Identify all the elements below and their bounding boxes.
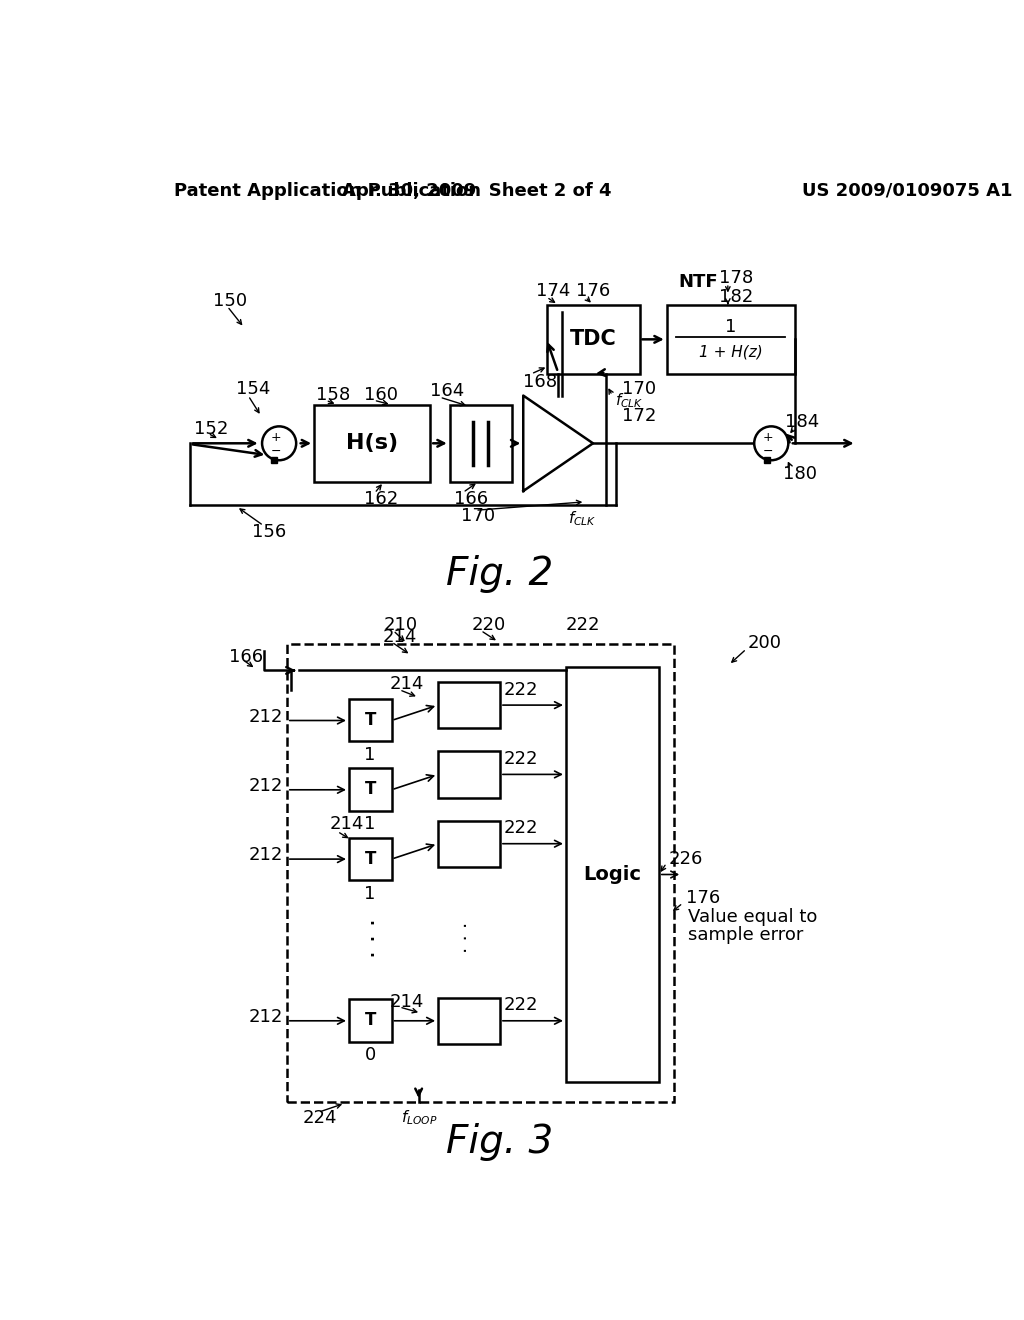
Text: H(s): H(s) xyxy=(346,433,398,453)
Text: 226: 226 xyxy=(669,850,703,869)
Text: 212: 212 xyxy=(248,1008,283,1026)
Text: 222: 222 xyxy=(504,820,539,837)
Text: Value equal to: Value equal to xyxy=(687,908,817,925)
Text: 222: 222 xyxy=(504,750,539,768)
Bar xyxy=(566,667,658,1082)
Text: 150: 150 xyxy=(213,292,248,310)
Text: US 2009/0109075 A1: US 2009/0109075 A1 xyxy=(802,182,1013,199)
Text: 214: 214 xyxy=(390,993,424,1011)
Text: Patent Application Publication: Patent Application Publication xyxy=(174,182,481,199)
Text: 210: 210 xyxy=(384,616,418,634)
Text: 1: 1 xyxy=(725,318,736,337)
Text: +: + xyxy=(270,432,282,445)
Text: 0: 0 xyxy=(365,1047,376,1064)
Text: T: T xyxy=(365,780,376,799)
Text: 1: 1 xyxy=(365,816,376,833)
Polygon shape xyxy=(523,396,593,491)
Bar xyxy=(349,768,391,810)
Bar xyxy=(438,998,500,1044)
Text: 164: 164 xyxy=(430,381,465,400)
Text: Fig. 3: Fig. 3 xyxy=(446,1123,554,1162)
Text: 224: 224 xyxy=(302,1109,337,1127)
Text: 212: 212 xyxy=(248,708,283,726)
Text: −: − xyxy=(270,445,282,458)
Text: 170: 170 xyxy=(461,507,496,524)
Text: 222: 222 xyxy=(504,997,539,1014)
Bar xyxy=(438,821,500,867)
Text: 170: 170 xyxy=(623,380,656,399)
Bar xyxy=(450,405,512,482)
Bar xyxy=(314,405,430,482)
Text: 214: 214 xyxy=(390,676,424,693)
Text: . . .: . . . xyxy=(452,921,471,953)
Text: 162: 162 xyxy=(365,490,398,508)
Bar xyxy=(438,682,500,729)
Text: 222: 222 xyxy=(566,616,600,634)
Text: 220: 220 xyxy=(471,616,506,634)
Text: $f_{CLK}$: $f_{CLK}$ xyxy=(568,510,597,528)
Text: 214: 214 xyxy=(330,816,364,833)
Text: T: T xyxy=(365,1011,376,1030)
Bar xyxy=(667,305,795,374)
Text: 166: 166 xyxy=(454,490,487,508)
Bar xyxy=(349,700,391,742)
Text: +: + xyxy=(763,432,773,445)
Text: 176: 176 xyxy=(575,282,610,300)
Text: . . .: . . . xyxy=(356,917,380,957)
Bar xyxy=(438,751,500,797)
Text: 222: 222 xyxy=(504,681,539,698)
Text: 178: 178 xyxy=(719,269,753,286)
Text: T: T xyxy=(365,711,376,729)
Text: 212: 212 xyxy=(248,846,283,865)
Bar xyxy=(349,999,391,1041)
Text: −: − xyxy=(763,445,773,458)
Text: 214: 214 xyxy=(382,628,417,647)
Text: 212: 212 xyxy=(248,777,283,795)
Text: 176: 176 xyxy=(686,888,720,907)
Text: NTF: NTF xyxy=(678,273,718,290)
Bar xyxy=(349,838,391,880)
Text: 156: 156 xyxy=(252,523,287,541)
Bar xyxy=(547,305,640,374)
Text: 1: 1 xyxy=(365,884,376,903)
Bar xyxy=(287,644,675,1102)
Text: 168: 168 xyxy=(523,372,557,391)
Text: Logic: Logic xyxy=(584,865,641,884)
Text: 152: 152 xyxy=(194,421,228,438)
Text: 182: 182 xyxy=(719,288,753,306)
Text: 200: 200 xyxy=(748,635,782,652)
Text: 174: 174 xyxy=(537,282,570,300)
Text: 160: 160 xyxy=(365,385,398,404)
Text: 166: 166 xyxy=(228,648,263,667)
Text: $f_{LOOP}$: $f_{LOOP}$ xyxy=(400,1109,437,1127)
Text: 1 + H(z): 1 + H(z) xyxy=(698,345,763,359)
Text: T: T xyxy=(365,850,376,867)
Text: TDC: TDC xyxy=(569,330,616,350)
Text: 184: 184 xyxy=(785,413,819,430)
Text: 180: 180 xyxy=(783,465,817,483)
Text: sample error: sample error xyxy=(687,925,803,944)
Text: 1: 1 xyxy=(365,746,376,764)
Text: Apr. 30, 2009  Sheet 2 of 4: Apr. 30, 2009 Sheet 2 of 4 xyxy=(342,182,611,199)
Text: $f_{CLK}$: $f_{CLK}$ xyxy=(614,392,643,411)
Text: 154: 154 xyxy=(237,380,271,399)
Text: 158: 158 xyxy=(316,385,350,404)
Text: Fig. 2: Fig. 2 xyxy=(446,556,554,593)
Text: 172: 172 xyxy=(623,408,656,425)
